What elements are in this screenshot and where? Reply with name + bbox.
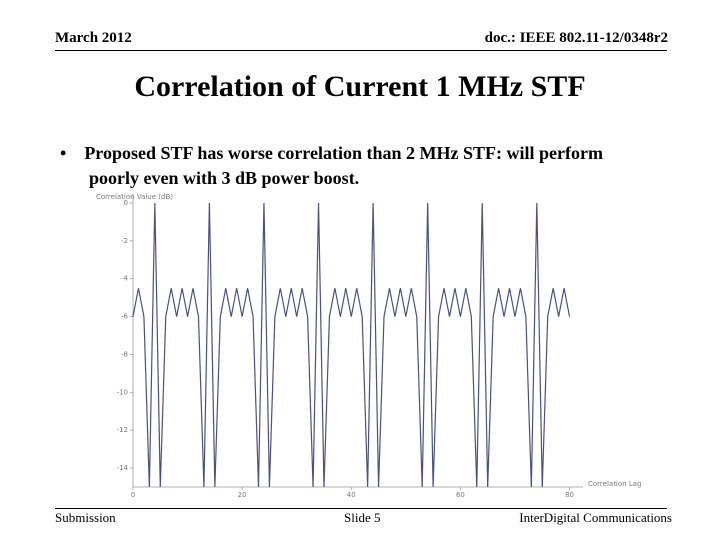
y-tick-label: -2 bbox=[121, 237, 128, 245]
x-tick-label: 20 bbox=[238, 491, 247, 499]
y-tick-label: -14 bbox=[117, 464, 129, 472]
x-tick-label: 0 bbox=[131, 491, 135, 499]
x-tick-label: 40 bbox=[347, 491, 356, 499]
header-date: March 2012 bbox=[55, 30, 132, 46]
footer-right: InterDigital Communications bbox=[519, 510, 672, 525]
footer-left: Submission bbox=[55, 510, 116, 525]
x-tick-label: 80 bbox=[565, 491, 574, 499]
footer-center: Slide 5 bbox=[344, 510, 381, 525]
y-axis-label: Correlation Value (dB) bbox=[96, 193, 173, 201]
y-tick-label: -10 bbox=[117, 388, 128, 396]
y-tick-label: 0 bbox=[124, 199, 128, 207]
footer-rule bbox=[55, 508, 667, 509]
slide-title: Correlation of Current 1 MHz STF bbox=[134, 70, 586, 103]
x-tick-label: 60 bbox=[456, 491, 465, 499]
y-tick-label: -6 bbox=[121, 313, 129, 321]
header-rule bbox=[55, 50, 667, 51]
bullet-list: • Proposed STF has worse correlation tha… bbox=[60, 141, 649, 191]
bullet: • Proposed STF has worse correlation tha… bbox=[60, 143, 603, 188]
y-tick-label: -12 bbox=[117, 426, 128, 434]
bullet-text: Proposed STF has worse correlation than … bbox=[84, 143, 603, 188]
header-doc: doc.: IEEE 802.11-12/0348r2 bbox=[484, 30, 668, 46]
x-axis-label: Correlation Lag bbox=[588, 480, 641, 488]
y-tick-label: -4 bbox=[121, 275, 129, 283]
correlation-line bbox=[132, 202, 571, 488]
chart-background bbox=[85, 190, 633, 500]
y-tick-label: -8 bbox=[121, 350, 128, 358]
